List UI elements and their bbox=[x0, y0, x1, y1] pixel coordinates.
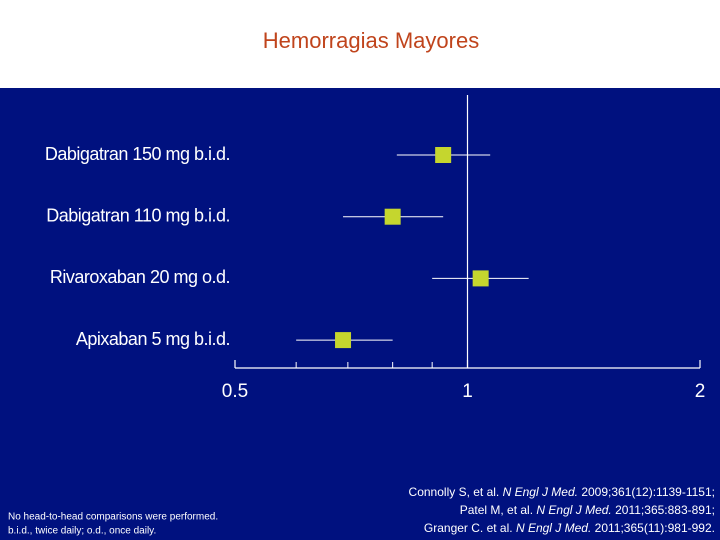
reference-citation: 2011;365(11):981-992. bbox=[595, 521, 715, 535]
y-category-label: Apixaban 5 mg b.i.d. bbox=[76, 329, 230, 349]
plot-background bbox=[0, 88, 720, 540]
reference-authors: Granger C. et al. bbox=[424, 521, 513, 535]
reference: Connolly S, et al. N Engl J Med. 2009;36… bbox=[409, 485, 715, 499]
x-tick-label: 0.5 bbox=[222, 381, 248, 402]
y-category-label: Dabigatran 150 mg b.i.d. bbox=[45, 144, 230, 164]
point-estimate bbox=[472, 270, 489, 287]
footnote: No head-to-head comparisons were perform… bbox=[8, 512, 218, 523]
x-tick-label: 1 bbox=[462, 381, 473, 402]
header-background bbox=[0, 0, 720, 88]
reference-journal: N Engl J Med. bbox=[536, 503, 611, 517]
chart-title: Hemorragias Mayores bbox=[263, 28, 479, 53]
reference-journal: N Engl J Med. bbox=[503, 485, 578, 499]
reference-citation: 2009;361(12):1139-1151; bbox=[581, 485, 715, 499]
y-category-label: Rivaroxaban 20 mg o.d. bbox=[50, 267, 230, 287]
reference-citation: 2011;365:883-891; bbox=[615, 503, 715, 517]
point-estimate bbox=[435, 147, 452, 163]
reference: Patel M, et al. N Engl J Med. 2011;365:8… bbox=[460, 503, 715, 517]
y-category-label: Dabigatran 110 mg b.i.d. bbox=[46, 205, 230, 225]
point-estimate bbox=[335, 332, 352, 349]
reference-authors: Patel M, et al. bbox=[460, 503, 533, 517]
point-estimate bbox=[384, 208, 401, 225]
x-tick-label: 2 bbox=[695, 381, 706, 402]
footnote: b.i.d., twice daily; o.d., once daily. bbox=[8, 526, 156, 537]
reference-journal: N Engl J Med. bbox=[516, 521, 591, 535]
reference: Granger C. et al. N Engl J Med. 2011;365… bbox=[424, 521, 715, 535]
reference-authors: Connolly S, et al. bbox=[409, 485, 500, 499]
